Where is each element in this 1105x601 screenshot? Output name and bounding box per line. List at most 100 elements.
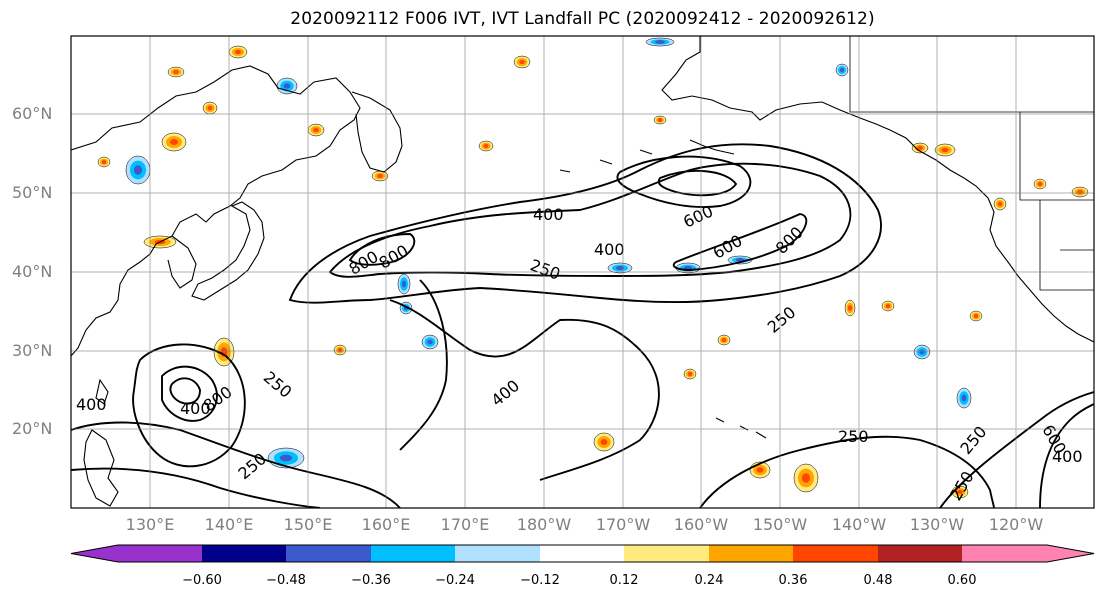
pc-shade-blob	[997, 201, 1003, 207]
pc-shade-blob	[173, 70, 179, 74]
plot-frame	[70, 35, 1095, 509]
colorbar-tick: −0.48	[266, 573, 306, 588]
pc-shade-blob	[377, 174, 383, 178]
coastline-taiwan	[95, 378, 109, 405]
contour-typhoon-core	[169, 377, 201, 405]
coastline-north-america	[661, 36, 1094, 343]
pc-shading	[97, 37, 1089, 499]
contour-label: 800	[772, 223, 807, 258]
contour-south-1	[71, 421, 401, 508]
pc-shade-blob	[427, 339, 433, 345]
pc-shade-blob	[917, 146, 923, 150]
pc-shade-blob	[687, 372, 693, 376]
pc-shade-blob	[401, 280, 407, 288]
lon-label: 170°W	[595, 515, 651, 534]
contour-label: 400	[76, 395, 107, 414]
coastline-hawaii	[715, 417, 767, 439]
pc-shade-blob	[279, 454, 293, 462]
lon-label: 130°E	[125, 515, 175, 534]
map-title: 2020092112 F006 IVT, IVT Landfall PC (20…	[290, 9, 875, 29]
pc-shade-blob	[615, 266, 625, 270]
pc-shade-blob	[957, 489, 963, 495]
lon-label: 170°E	[440, 515, 490, 534]
pc-shade-blob	[169, 138, 179, 146]
contour-label: 400	[1052, 447, 1083, 466]
pc-shade-blob	[801, 473, 811, 483]
contour-label: 400	[180, 399, 211, 418]
colorbar-tick: −0.24	[435, 573, 475, 588]
lon-label: 160°W	[673, 515, 729, 534]
colorbar-tick: 0.12	[609, 573, 639, 588]
pc-shade-blob	[283, 83, 291, 89]
lon-label: 150°W	[752, 515, 808, 534]
lat-label: 50°N	[12, 183, 53, 202]
contour-400-ring	[328, 162, 852, 278]
pc-shade-blob	[919, 349, 925, 355]
contour-tongue	[389, 279, 660, 481]
contour-se-1	[699, 435, 995, 508]
boundary-lines	[849, 36, 1094, 291]
colorbar-segment	[71, 545, 202, 562]
coastline-philippines	[83, 429, 119, 507]
pc-shade-blob	[756, 467, 764, 473]
coastline-korea	[167, 235, 197, 289]
pc-shade-blob	[848, 305, 852, 311]
contour-600-west	[348, 233, 416, 266]
colorbar-tick: −0.12	[520, 573, 560, 588]
colorbar-outline	[70, 544, 1095, 563]
pc-shade-blob	[133, 165, 143, 175]
pc-shade-blob	[519, 59, 525, 65]
lat-label: 60°N	[12, 104, 53, 123]
pc-shade-blob	[961, 394, 967, 402]
lon-label: 160°E	[361, 515, 411, 534]
pc-shade-blob	[941, 147, 949, 153]
contour-800-east	[672, 213, 808, 271]
gridlines	[71, 36, 1094, 508]
lat-label: 20°N	[12, 419, 53, 438]
colorbar-segment	[371, 545, 455, 562]
contour-label: 800	[376, 241, 412, 273]
colorbar-segment	[202, 545, 286, 562]
colorbar-tick: 0.60	[947, 573, 977, 588]
pc-shade-blob	[313, 127, 319, 133]
contour-se-2	[939, 391, 1094, 508]
colorbar-segment	[455, 545, 540, 562]
colorbar-segment	[793, 545, 878, 562]
ivt-contours	[71, 143, 1094, 508]
coastline-kamchatka	[351, 91, 403, 173]
coastlines	[71, 36, 1094, 507]
coastline-japan	[191, 201, 265, 301]
contour-south-2	[71, 467, 321, 508]
lon-label: 180°W	[516, 515, 572, 534]
colorbar-segment	[540, 545, 624, 562]
pc-shade-blob	[101, 160, 107, 164]
contour-label: 250	[764, 303, 800, 337]
contour-typhoon-inner	[161, 365, 218, 422]
pc-shade-blob	[234, 49, 242, 55]
colorbar-tick: −0.60	[182, 573, 222, 588]
colorbar-segment	[962, 545, 1094, 562]
contour-label: 250	[234, 449, 270, 483]
colorbar-tick: 0.36	[778, 573, 808, 588]
colorbar-tick: 0.48	[863, 573, 893, 588]
colorbar-segment	[709, 545, 793, 562]
pc-shade-blob	[655, 40, 665, 44]
pc-shade-blob	[1037, 182, 1043, 186]
contour-label: 250	[528, 255, 563, 283]
contour-label: 400	[594, 240, 625, 259]
contour-label: 250	[260, 368, 296, 402]
contour-label: 400	[487, 376, 523, 410]
contour-label: 250	[956, 422, 990, 458]
lat-label: 40°N	[12, 262, 53, 281]
contour-600-east-inner	[657, 169, 738, 197]
lat-label: 30°N	[12, 341, 53, 360]
lon-label: 120°W	[988, 515, 1044, 534]
pc-shade-blob	[657, 118, 663, 122]
contour-label: 400	[533, 205, 564, 224]
contour-250-outer	[288, 143, 882, 304]
contour-600-east	[616, 155, 752, 209]
coastline-aleutians	[559, 139, 735, 173]
pc-shade-blob	[483, 144, 489, 148]
pc-shade-blob	[600, 438, 608, 446]
